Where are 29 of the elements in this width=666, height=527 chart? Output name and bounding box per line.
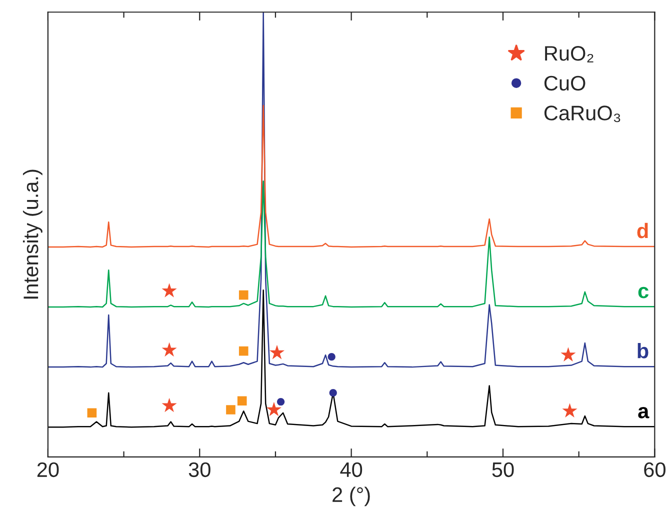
- point: [162, 283, 177, 298]
- series-label: b: [638, 343, 648, 358]
- x-tick-label: 20: [37, 462, 59, 478]
- point: [276, 398, 285, 406]
- point: [238, 290, 248, 300]
- point: [266, 402, 282, 416]
- point: [162, 342, 177, 357]
- point: [226, 405, 236, 414]
- point: [162, 398, 177, 412]
- point: [560, 347, 576, 362]
- legend-label: CuO: [544, 76, 586, 91]
- x-tick-label: 50: [492, 462, 514, 478]
- y-axis-title: Intensity (u.a.): [22, 170, 42, 299]
- series-label: a: [638, 406, 650, 418]
- point: [269, 344, 285, 360]
- x-tick-label: 40: [340, 462, 362, 478]
- point: [562, 403, 578, 418]
- series-label: c: [638, 286, 649, 298]
- point: [329, 389, 337, 397]
- point: [238, 346, 248, 356]
- legend-label: CaRuO₃: [544, 106, 620, 122]
- x-tick-label: 60: [644, 462, 666, 478]
- point: [328, 353, 336, 361]
- point: [87, 408, 97, 418]
- series-label: d: [637, 222, 648, 238]
- point: [237, 396, 247, 406]
- x-tick-label: 30: [188, 462, 210, 478]
- x-axis-title: 2 (°): [332, 486, 370, 506]
- legend-label: RuO₂: [545, 46, 594, 62]
